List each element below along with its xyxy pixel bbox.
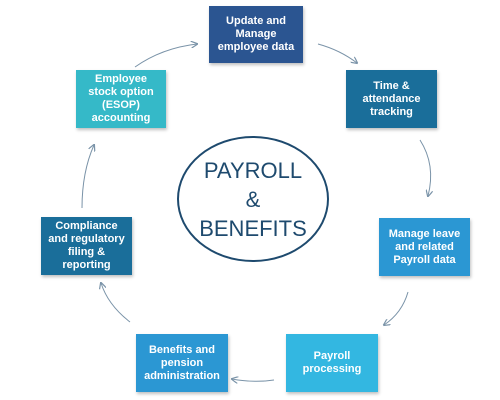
node-time-attendance: Time & attendance tracking [346,70,437,128]
node-manage-leave: Manage leave and related Payroll data [379,218,470,276]
node-compliance-reporting: Compliance and regulatory filing & repor… [41,217,132,275]
center-title-line3: BENEFITS [199,215,307,241]
arrow-payroll-to-benefits [232,379,275,381]
node-benefits-pension: Benefits and pension administration [136,334,228,392]
arrow-leave-to-payroll [384,291,409,325]
node-payroll-processing: Payroll processing [286,334,378,392]
arrow-time-to-leave [419,139,431,196]
arrow-update-to-time [317,43,357,63]
center-title-line2: & [245,186,261,212]
arrow-esop-to-update [134,44,197,68]
center-title-line1: PAYROLL [203,157,303,183]
arrow-compliance-to-esop [81,145,94,209]
arrow-benefits-to-compliance [101,283,131,323]
node-esop-accounting: Employee stock option (ESOP) accounting [76,70,166,128]
center-title-circle: PAYROLL & BENEFITS [177,136,329,262]
node-update-employee-data: Update and Manage employee data [209,6,303,63]
